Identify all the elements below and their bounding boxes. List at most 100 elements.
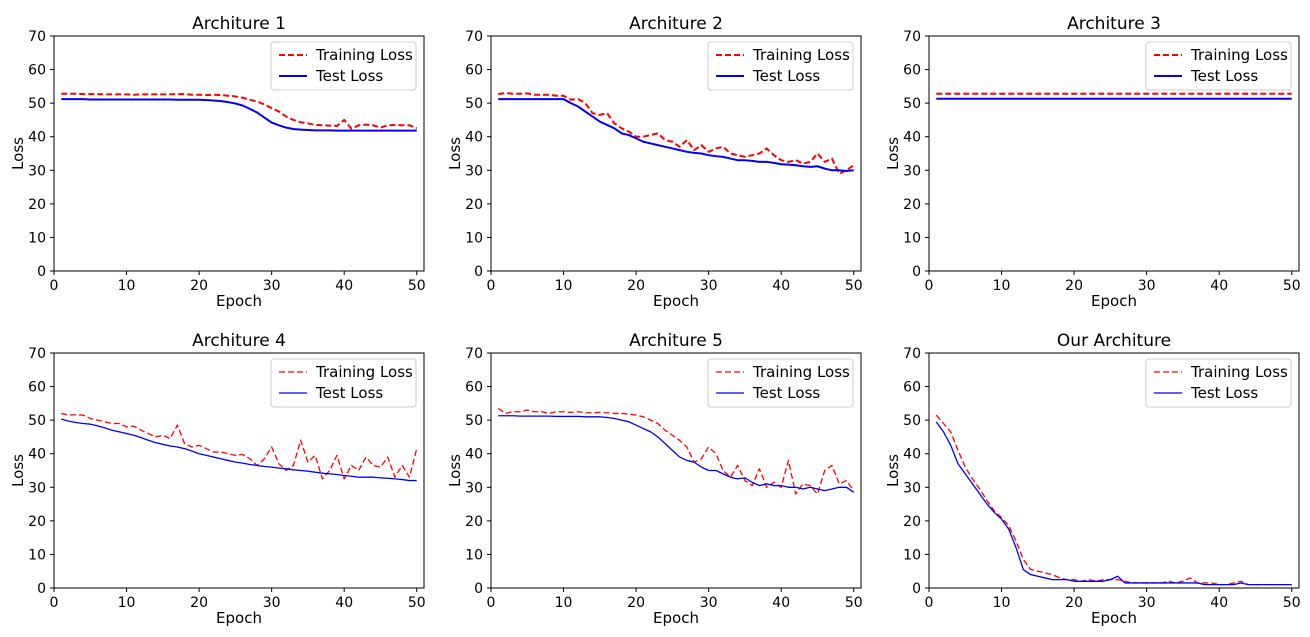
chart-title: Architure 2 [629,14,723,34]
x-tick-label: 40 [335,278,353,294]
y-tick-label: 0 [37,581,46,597]
y-tick-label: 50 [28,413,46,429]
series-line-test-loss [498,415,855,493]
x-tick-label: 30 [700,278,718,294]
series-line-test-loss [61,98,417,132]
plot-frame [53,35,425,272]
chart-title: Our Architure [1057,331,1171,351]
y-tick-label: 50 [28,96,46,112]
legend-box [1145,41,1292,91]
y-tick-label: 20 [903,514,921,530]
y-tick-label: 60 [28,63,46,79]
plot-frame [490,352,862,589]
chart-panel-2: Architure 2 0 10 20 30 40 50 0 10 20 30 40 50 60 70 Epo… [446,14,863,310]
x-tick-label: 50 [1283,278,1301,294]
x-axis-label: Epoch [1091,292,1137,310]
x-tick-label: 40 [772,278,790,294]
y-axis-label: Loss [9,454,27,487]
x-tick-label: 0 [487,595,496,611]
legend-label-test-loss: Test Loss [1190,384,1258,402]
x-tick-label: 0 [50,595,59,611]
chart-panel-1: Architure 1 0 10 20 30 40 50 0 10 20 30 40 50 60 70 Epo… [9,14,426,310]
y-tick-label: 30 [28,163,46,179]
chart-panel-3: Architure 3 0 10 20 30 40 50 0 10 20 30 40 50 60 70 Epo… [884,14,1301,310]
y-axis-label: Loss [446,454,464,487]
x-axis-label: Epoch [216,609,262,627]
y-tick-label: 70 [465,29,483,45]
x-tick-label: 10 [993,595,1011,611]
y-axis-label: Loss [884,137,902,170]
x-axis-label: Epoch [653,292,699,310]
x-tick-label: 10 [118,595,136,611]
legend-label-training-loss: Training Loss [1190,46,1288,64]
legend-label-test-loss: Test Loss [752,67,820,85]
y-tick-label: 10 [465,230,483,246]
x-tick-label: 20 [190,278,208,294]
legend-label-test-loss: Test Loss [752,384,820,402]
x-tick-label: 30 [700,595,718,611]
x-tick-label: 30 [263,595,281,611]
chart-title: Architure 3 [1067,14,1161,34]
y-tick-label: 40 [465,130,483,146]
legend-label-test-loss: Test Loss [1190,67,1258,85]
y-tick-label: 70 [28,346,46,362]
x-tick-label: 50 [1283,595,1301,611]
series-line-training-loss [61,412,418,480]
y-axis-label: Loss [9,137,27,170]
y-tick-label: 60 [903,380,921,396]
series-line-test-loss [498,98,854,172]
x-tick-label: 30 [1138,595,1156,611]
x-tick-label: 40 [772,595,790,611]
x-axis-label: Epoch [1091,609,1137,627]
x-tick-label: 20 [1065,595,1083,611]
chart-title: Architure 4 [192,331,286,351]
y-tick-label: 50 [903,413,921,429]
y-tick-label: 0 [474,264,483,280]
y-tick-label: 30 [28,480,46,496]
legend-label-training-loss: Training Loss [1190,363,1288,381]
x-tick-label: 20 [1065,278,1083,294]
legend-box [270,358,417,408]
x-axis-label: Epoch [653,609,699,627]
y-tick-label: 50 [465,413,483,429]
legend-label-training-loss: Training Loss [315,363,413,381]
x-tick-label: 0 [50,278,59,294]
x-tick-label: 20 [190,595,208,611]
x-tick-label: 0 [487,278,496,294]
y-axis-label: Loss [446,137,464,170]
y-tick-label: 30 [465,480,483,496]
chart-title: Architure 5 [629,331,723,351]
y-tick-label: 10 [465,547,483,563]
series-line-training-loss [935,414,1292,586]
legend-label-test-loss: Test Loss [315,67,383,85]
x-tick-label: 10 [555,278,573,294]
chart-title: Architure 1 [192,14,286,34]
legend-box [707,358,854,408]
y-tick-label: 30 [465,163,483,179]
y-tick-label: 70 [903,346,921,362]
y-tick-label: 60 [903,63,921,79]
y-tick-label: 10 [903,230,921,246]
y-tick-label: 0 [912,264,921,280]
y-tick-label: 70 [903,29,921,45]
y-tick-label: 60 [28,380,46,396]
x-tick-label: 50 [408,278,426,294]
y-tick-label: 30 [903,480,921,496]
y-tick-label: 10 [28,547,46,563]
y-tick-label: 40 [903,447,921,463]
series-line-training-loss [61,92,418,130]
series-line-training-loss [497,407,855,495]
series-line-training-loss [498,92,855,175]
series-line-test-loss [935,421,1292,586]
y-tick-label: 20 [465,514,483,530]
legend-label-training-loss: Training Loss [315,46,413,64]
x-tick-label: 40 [1210,278,1228,294]
chart-panel-4: Architure 4 0 10 20 30 40 50 0 10 20 30 40 50 60 70 Epo… [9,331,426,627]
plot-frame [53,352,425,589]
legend-box [1145,358,1292,408]
y-tick-label: 70 [28,29,46,45]
x-tick-label: 50 [845,278,863,294]
y-tick-label: 60 [465,63,483,79]
